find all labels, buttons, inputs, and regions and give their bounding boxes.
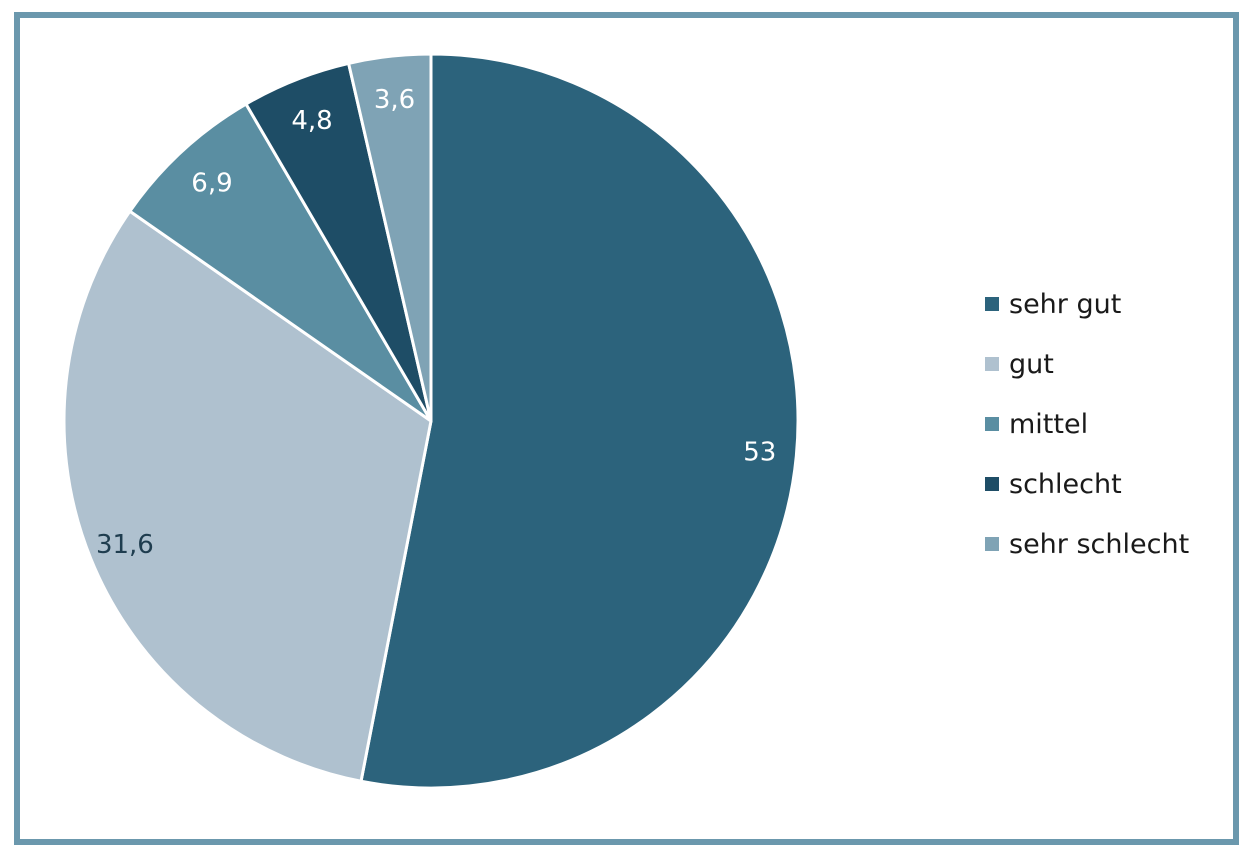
legend-swatch xyxy=(985,477,999,491)
legend-label: mittel xyxy=(1009,408,1089,440)
legend-swatch xyxy=(985,537,999,551)
data-label-gut: 31,6 xyxy=(96,530,154,560)
legend-item-mittel: mittel xyxy=(985,394,1189,454)
data-label-sehr-gut: 53 xyxy=(743,438,776,468)
pie-slice-mittel xyxy=(128,102,433,423)
legend-label: sehr gut xyxy=(1009,288,1122,320)
legend-item-sehr-schlecht: sehr schlecht xyxy=(985,514,1189,574)
pie-slice-sehr-schlecht xyxy=(347,52,433,423)
legend-item-gut: gut xyxy=(985,334,1189,394)
data-label-mittel: 6,9 xyxy=(191,169,232,199)
legend-item-schlecht: schlecht xyxy=(985,454,1189,514)
legend-swatch xyxy=(985,357,999,371)
legend-label: schlecht xyxy=(1009,468,1122,500)
legend-swatch xyxy=(985,417,999,431)
legend-swatch xyxy=(985,297,999,311)
data-label-schlecht: 4,8 xyxy=(291,106,332,136)
pie-slice-sehr-gut xyxy=(359,52,800,790)
data-label-sehr-schlecht: 3,6 xyxy=(374,85,415,115)
legend-label: sehr schlecht xyxy=(1009,528,1190,560)
legend-item-sehr-gut: sehr gut xyxy=(985,274,1189,334)
legend-label: gut xyxy=(1009,348,1054,380)
pie-slice-gut xyxy=(62,209,433,783)
legend: sehr gut gut mittel schlecht sehr schlecht xyxy=(985,274,1189,574)
